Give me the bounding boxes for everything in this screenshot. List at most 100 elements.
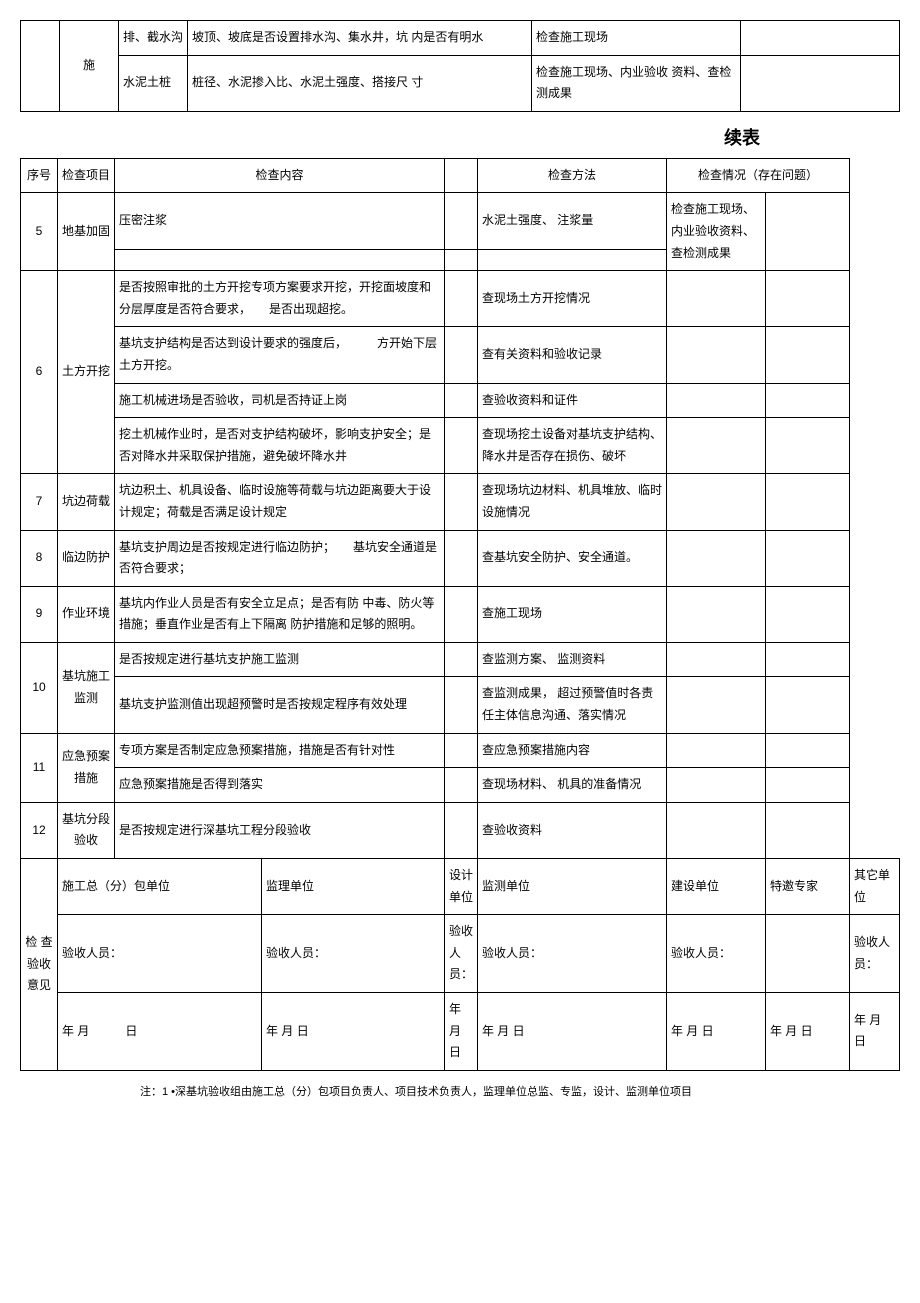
cell-content: 基坑内作业人员是否有安全立足点；是否有防 中毒、防火等措施；垂直作业是否有上下隔… — [115, 586, 445, 642]
footer-person: 验收人员： — [262, 915, 445, 993]
cell-spacer — [444, 530, 477, 586]
main-table: 序号 检查项目 检查内容 检查方法 检查情况（存在问题） 5 地基加固 压密注浆… — [20, 158, 900, 1071]
footer-unit: 监测单位 — [477, 859, 666, 915]
cell-method: 查现场土方开挖情况 — [477, 271, 666, 327]
cell-status — [666, 768, 765, 803]
table-row: 8 临边防护 基坑支护周边是否按规定进行临边防护； 基坑安全通道是否符合要求； … — [21, 530, 900, 586]
cell-content: 是否按照审批的土方开挖专项方案要求开挖，开挖面坡度和分层厚度是否符合要求， 是否… — [115, 271, 445, 327]
table-row: 9 作业环境 基坑内作业人员是否有安全立足点；是否有防 中毒、防火等措施；垂直作… — [21, 586, 900, 642]
cell-method: 查验收资料 — [477, 802, 666, 858]
table-row: 7 坑边荷载 坑边积土、机具设备、临时设施等荷载与坑边距离要大于设计规定；荷载是… — [21, 474, 900, 530]
cell-category: 施 — [60, 21, 119, 112]
cell-spacer — [444, 383, 477, 418]
cell-status-extra — [765, 768, 849, 803]
cell-status-extra — [765, 271, 849, 327]
cell-spacer — [444, 642, 477, 677]
cell-method: 查基坑安全防护、安全通道。 — [477, 530, 666, 586]
cell-category: 作业环境 — [58, 586, 115, 642]
cell-method: 检查施工现场 — [532, 21, 741, 56]
footer-unit: 施工总（分）包单位 — [58, 859, 262, 915]
table-row: 施工机械进场是否验收，司机是否持证上岗 查验收资料和证件 — [21, 383, 900, 418]
cell-status — [666, 474, 765, 530]
cell-status: 检查施工现场、 内业验收资料、查检测成果 — [666, 193, 765, 271]
cell-seq: 10 — [21, 642, 58, 733]
cell-spacer — [444, 802, 477, 858]
cell-method: 查现场挖土设备对基坑支护结构、降水井是否存在损伤、破坏 — [477, 418, 666, 474]
table-row: 水泥土桩 桩径、水泥掺入比、水泥土强度、搭接尺 寸 检查施工现场、内业验收 资料… — [21, 55, 900, 111]
cell-category: 基坑分段验收 — [58, 802, 115, 858]
cell-spacer — [444, 586, 477, 642]
cell-content: 是否按规定进行深基坑工程分段验收 — [115, 802, 445, 858]
cell-subitem: 水泥土桩 — [119, 55, 188, 111]
cell-status-extra — [765, 733, 849, 768]
cell-seq: 8 — [21, 530, 58, 586]
cell-content: 坑边积土、机具设备、临时设施等荷载与坑边距离要大于设计规定；荷载是否满足设计规定 — [115, 474, 445, 530]
footer-date: 年 月 日 — [849, 993, 899, 1071]
cell-status — [666, 530, 765, 586]
cell-status — [741, 55, 900, 111]
footer-unit: 特邀专家 — [765, 859, 849, 915]
footer-unit: 监理单位 — [262, 859, 445, 915]
table-row: 基坑支护监测值出现超预警时是否按规定程序有效处理 查监测成果， 超过预警值时各责… — [21, 677, 900, 733]
cell-status-extra — [765, 418, 849, 474]
fragment-table: 施 排、截水沟 坡顶、坡底是否设置排水沟、集水井，坑 内是否有明水 检查施工现场… — [20, 20, 900, 112]
cell-status — [666, 586, 765, 642]
table-row: 12 基坑分段验收 是否按规定进行深基坑工程分段验收 查验收资料 — [21, 802, 900, 858]
cell-status — [666, 642, 765, 677]
cell-spacer — [444, 733, 477, 768]
footer-date: 年 月 日 — [477, 993, 666, 1071]
footer-unit: 设计单位 — [444, 859, 477, 915]
cell-status-extra — [765, 677, 849, 733]
cell-seq: 12 — [21, 802, 58, 858]
cell-content: 应急预案措施是否得到落实 — [115, 768, 445, 803]
table-row: 挖土机械作业时，是否对支护结构破坏，影响支护安全；是否对降水井采取保护措施，避免… — [21, 418, 900, 474]
cell-seq: 6 — [21, 271, 58, 474]
cell-method: 检查施工现场、内业验收 资料、查检测成果 — [532, 55, 741, 111]
cell-category: 地基加固 — [58, 193, 115, 271]
header-seq: 序号 — [21, 158, 58, 193]
cell-status — [666, 383, 765, 418]
table-row: 施 排、截水沟 坡顶、坡底是否设置排水沟、集水井，坑 内是否有明水 检查施工现场 — [21, 21, 900, 56]
footer-unit: 建设单位 — [666, 859, 765, 915]
cell-spacer — [444, 418, 477, 474]
cell-status-extra — [765, 327, 849, 383]
footer-date: 年 月 日 — [765, 993, 849, 1071]
header-spacer — [444, 158, 477, 193]
cell-seq-blank — [21, 21, 60, 112]
table-row: 5 地基加固 压密注浆 水泥土强度、 注浆量 检查施工现场、 内业验收资料、查检… — [21, 193, 900, 250]
footer-person: 验收人员： — [58, 915, 262, 993]
cell-status — [666, 677, 765, 733]
cell-seq: 9 — [21, 586, 58, 642]
cell-method: 水泥土强度、 注浆量 — [477, 193, 666, 250]
table-row: 11 应急预案措施 专项方案是否制定应急预案措施，措施是否有针对性 查应急预案措… — [21, 733, 900, 768]
header-category: 检查项目 — [58, 158, 115, 193]
cell-content — [115, 249, 445, 270]
table-header-row: 序号 检查项目 检查内容 检查方法 检查情况（存在问题） — [21, 158, 900, 193]
cell-status — [666, 733, 765, 768]
cell-category: 土方开挖 — [58, 271, 115, 474]
cell-method: 查施工现场 — [477, 586, 666, 642]
cell-status-extra — [765, 642, 849, 677]
footer-person: 验收人员： — [477, 915, 666, 993]
table-row: 10 基坑施工监测 是否按规定进行基坑支护施工监测 查监测方案、 监测资料 — [21, 642, 900, 677]
cell-status — [666, 418, 765, 474]
cell-method: 查现场坑边材料、机具堆放、临时设施情况 — [477, 474, 666, 530]
cell-status-extra — [765, 193, 849, 271]
header-status: 检查情况（存在问题） — [666, 158, 849, 193]
continuation-heading: 续表 — [20, 124, 900, 150]
cell-content: 施工机械进场是否验收，司机是否持证上岗 — [115, 383, 445, 418]
cell-spacer — [444, 677, 477, 733]
cell-method: 查监测成果， 超过预警值时各责任主体信息沟通、落实情况 — [477, 677, 666, 733]
table-row: 6 土方开挖 是否按照审批的土方开挖专项方案要求开挖，开挖面坡度和分层厚度是否符… — [21, 271, 900, 327]
cell-content: 专项方案是否制定应急预案措施，措施是否有针对性 — [115, 733, 445, 768]
cell-method — [477, 249, 666, 270]
table-row: 应急预案措施是否得到落实 查现场材料、 机具的准备情况 — [21, 768, 900, 803]
cell-status — [666, 271, 765, 327]
footer-date: 年 月 日 — [666, 993, 765, 1071]
cell-spacer — [444, 474, 477, 530]
cell-status — [666, 327, 765, 383]
cell-category: 坑边荷载 — [58, 474, 115, 530]
cell-spacer — [444, 768, 477, 803]
cell-content: 是否按规定进行基坑支护施工监测 — [115, 642, 445, 677]
footer-person: 验收人员： — [666, 915, 765, 993]
